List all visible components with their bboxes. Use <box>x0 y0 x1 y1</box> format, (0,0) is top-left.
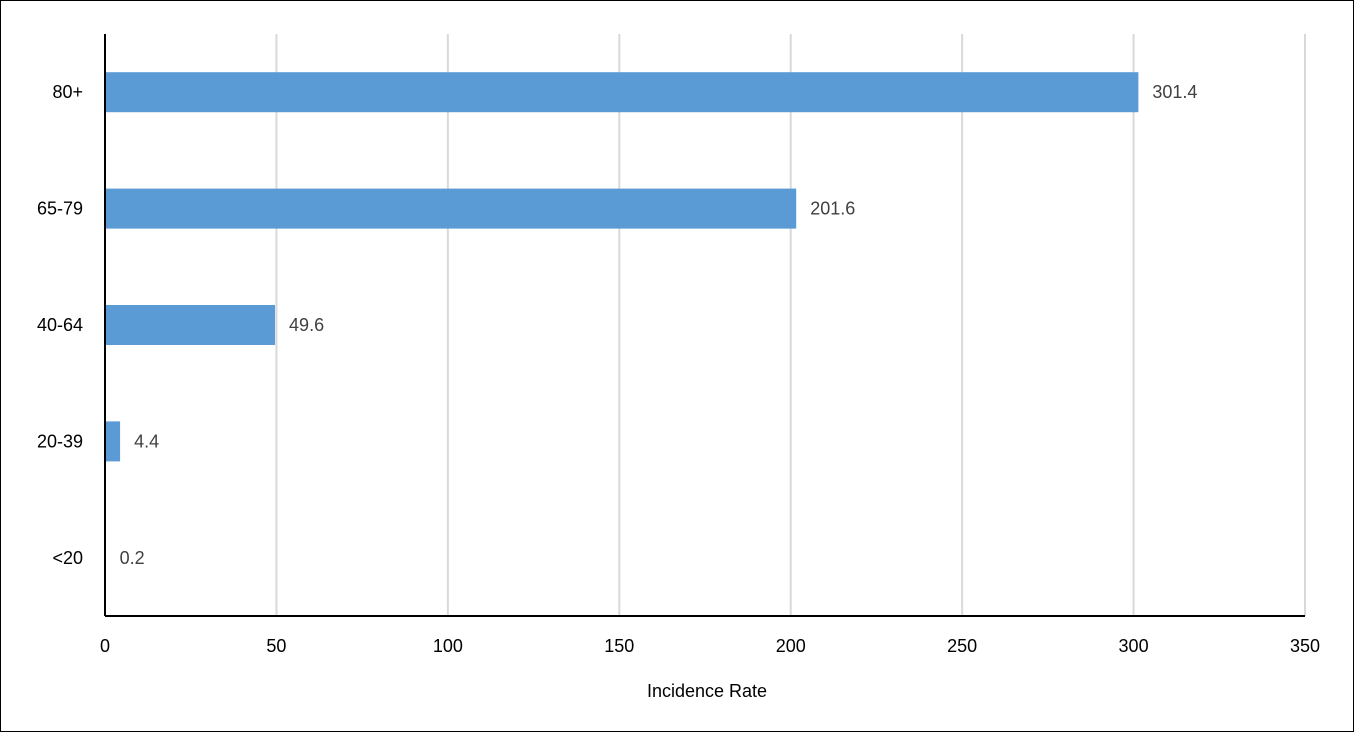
data-label: 49.6 <box>289 315 324 335</box>
x-tick-label: 350 <box>1290 636 1320 656</box>
category-label: 80+ <box>52 82 83 102</box>
x-tick-labels: 0 50 100 150 200 250 300 350 <box>100 636 1320 656</box>
x-tick-label: 50 <box>266 636 286 656</box>
category-label: 40-64 <box>37 315 83 335</box>
data-label: 301.4 <box>1152 82 1197 102</box>
x-tick-label: 200 <box>776 636 806 656</box>
bar-20-39 <box>105 421 121 462</box>
category-label: 20-39 <box>37 431 83 451</box>
x-tick-label: 150 <box>604 636 634 656</box>
gridlines <box>275 34 1306 616</box>
data-label: 0.2 <box>120 548 145 568</box>
x-axis-title: Incidence Rate <box>647 681 767 701</box>
category-label: 65-79 <box>37 199 83 219</box>
category-label: <20 <box>52 548 83 568</box>
bar-65-79 <box>105 188 797 229</box>
data-label: 4.4 <box>134 431 159 451</box>
axes <box>104 34 1305 617</box>
category-labels: <20 20-39 40-64 65-79 80+ <box>37 82 83 568</box>
bar-40-64 <box>105 305 276 345</box>
x-tick-label: 300 <box>1119 636 1149 656</box>
data-labels: 0.2 4.4 49.6 201.6 301.4 <box>120 82 1198 568</box>
bars <box>105 72 1139 578</box>
bar-80+ <box>105 72 1139 113</box>
x-tick-label: 0 <box>100 636 110 656</box>
x-tick-label: 100 <box>433 636 463 656</box>
x-tick-label: 250 <box>947 636 977 656</box>
data-label: 201.6 <box>810 199 855 219</box>
